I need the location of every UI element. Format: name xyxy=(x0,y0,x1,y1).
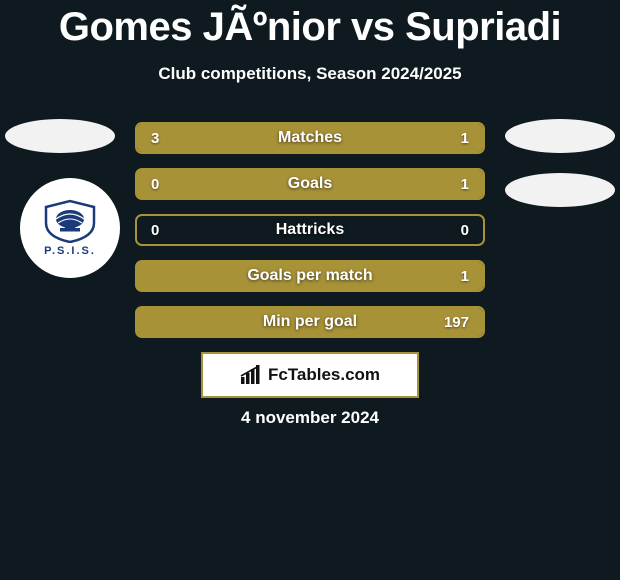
player-right-avatar-placeholder xyxy=(505,119,615,153)
club-crest-icon xyxy=(42,199,98,243)
stat-label: Goals per match xyxy=(137,267,483,285)
stat-label: Hattricks xyxy=(137,221,483,239)
brand-text: FcTables.com xyxy=(268,365,380,385)
stat-row: 3Matches1 xyxy=(135,122,485,154)
stat-label: Goals xyxy=(137,175,483,193)
stat-label: Matches xyxy=(137,129,483,147)
club-badge-label: P.S.I.S. xyxy=(42,245,98,257)
stat-value-right: 0 xyxy=(461,222,469,239)
stat-row: 0Hattricks0 xyxy=(135,214,485,246)
stat-value-right: 1 xyxy=(461,268,469,285)
bar-chart-icon xyxy=(240,365,264,385)
date-label: 4 november 2024 xyxy=(0,408,620,428)
stats-comparison: 3Matches10Goals10Hattricks0Goals per mat… xyxy=(135,122,485,352)
stat-row: Goals per match1 xyxy=(135,260,485,292)
stat-value-right: 1 xyxy=(461,130,469,147)
stat-value-right: 1 xyxy=(461,176,469,193)
subtitle: Club competitions, Season 2024/2025 xyxy=(0,64,620,84)
brand-watermark: FcTables.com xyxy=(201,352,419,398)
club-right-badge-placeholder xyxy=(505,173,615,207)
stat-label: Min per goal xyxy=(137,313,483,331)
player-left-avatar-placeholder xyxy=(5,119,115,153)
stat-value-right: 197 xyxy=(444,314,469,331)
club-left-badge: P.S.I.S. xyxy=(20,178,120,278)
stat-row: Min per goal197 xyxy=(135,306,485,338)
page-title: Gomes JÃºnior vs Supriadi xyxy=(0,0,620,50)
stat-row: 0Goals1 xyxy=(135,168,485,200)
